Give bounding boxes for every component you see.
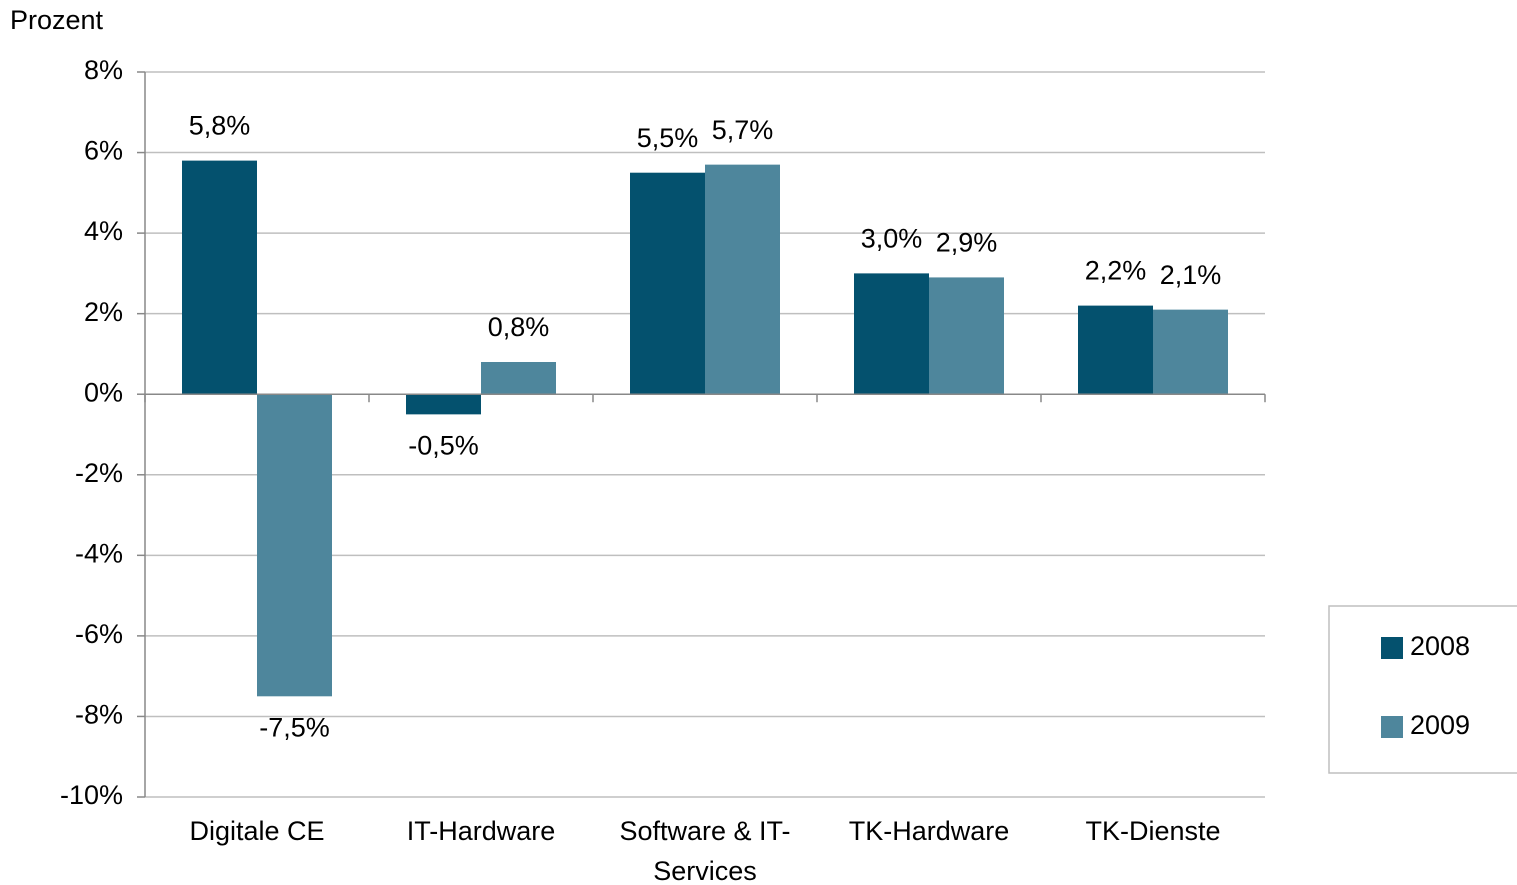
y-tick-label: -10%	[60, 780, 123, 810]
bar	[406, 394, 481, 415]
value-label: 2,9%	[936, 228, 998, 258]
y-tick-label: 0%	[84, 377, 123, 407]
bar	[929, 277, 1004, 395]
bar	[182, 160, 257, 395]
legend-swatch	[1381, 637, 1403, 659]
y-tick-label: -8%	[75, 700, 123, 730]
y-tick-label: -2%	[75, 458, 123, 488]
value-label: 5,8%	[189, 111, 251, 141]
bar	[1078, 305, 1153, 395]
value-label: 5,7%	[712, 115, 774, 145]
value-label: 2,2%	[1085, 256, 1147, 286]
bar	[705, 164, 780, 395]
legend-label: 2008	[1410, 631, 1470, 661]
value-label: -7,5%	[259, 712, 330, 742]
value-label: 3,0%	[861, 224, 923, 254]
x-tick-label: TK-Dienste	[1085, 816, 1221, 846]
y-tick-label: -6%	[75, 619, 123, 649]
x-tick-label: Digitale CE	[189, 816, 325, 846]
value-label: 0,8%	[488, 312, 550, 342]
y-tick-label: -4%	[75, 538, 123, 568]
value-label: 2,1%	[1160, 260, 1222, 290]
legend-swatch	[1381, 716, 1403, 738]
bar	[257, 394, 332, 697]
bar	[854, 273, 929, 395]
y-tick-label: 6%	[84, 136, 123, 166]
value-label: 5,5%	[637, 123, 699, 153]
value-label: -0,5%	[408, 430, 479, 460]
x-tick-label: TK-Hardware	[848, 816, 1010, 846]
x-tick-label: IT-Hardware	[406, 816, 556, 846]
legend-label: 2009	[1410, 710, 1470, 740]
y-tick-label: 2%	[84, 297, 123, 327]
legend-box	[1328, 605, 1517, 774]
x-tick-label: Software & IT-Services	[619, 816, 791, 885]
y-tick-label: 4%	[84, 216, 123, 246]
y-tick-label: 8%	[84, 55, 123, 85]
bar	[630, 172, 705, 395]
bar	[481, 362, 556, 395]
y-axis-label: Prozent	[10, 5, 104, 35]
bar	[1153, 309, 1228, 395]
